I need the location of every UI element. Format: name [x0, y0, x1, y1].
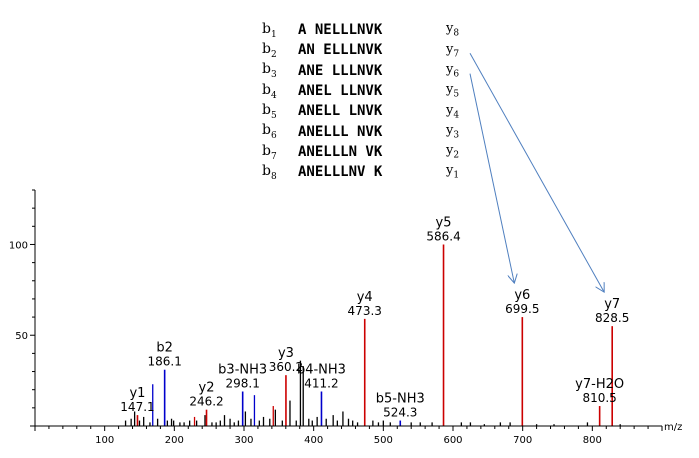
fragment-row: b1 A NELLLNVK y8	[262, 20, 459, 40]
peak-mz-label: 524.3	[383, 406, 417, 420]
peak-mz-label: 411.2	[304, 377, 338, 391]
peak-mz-label: 699.5	[505, 302, 539, 316]
peak-ion-label: y1	[129, 386, 145, 401]
peak-mz-label: 810.5	[582, 391, 616, 405]
y-ion-label: y8	[446, 21, 460, 39]
fragment-row: b5 ANELL LNVK y4	[262, 101, 459, 121]
peptide-sequence: ANEL LLNVK	[298, 83, 383, 100]
fragment-row: b8 ANELLLNV K y1	[262, 162, 459, 182]
x-axis-label: m/z	[664, 422, 682, 433]
peak-mz-label: 246.2	[189, 395, 223, 409]
peak-ion-label: b2	[156, 341, 173, 356]
fragment-row: b7 ANELLLN VK y2	[262, 142, 459, 162]
fragment-row: b3 ANE LLLNVK y6	[262, 61, 459, 81]
peak-ion-label: b5-NH3	[376, 392, 425, 407]
fragment-row: b2 AN ELLLNVK y7	[262, 40, 459, 60]
b-ion-label: b2	[262, 41, 277, 60]
peak-ion-label: y6	[514, 288, 530, 303]
peak-ion-label: b3-NH3	[218, 363, 267, 378]
y-tick-label: 50	[15, 331, 28, 342]
x-tick-label: 400	[304, 435, 323, 446]
x-tick-label: 800	[583, 435, 602, 446]
peptide-sequence: A NELLLNVK	[298, 22, 383, 39]
peak-mz-label: 360.2	[269, 360, 303, 374]
peak-ion-label: y5	[436, 215, 452, 230]
b-ion-label: b6	[262, 122, 277, 142]
y-ion-label: y5	[446, 82, 460, 100]
b-ion-label: b8	[262, 162, 277, 182]
fragment-ladder: b1 A NELLLNVK y8 b2 AN ELLLNVK y7 b3 ANE LLLNVK…	[262, 20, 459, 182]
y-ion-label: y7	[446, 41, 460, 60]
peak-ion-label: y4	[357, 290, 373, 305]
b-ion-label: b4	[262, 81, 277, 101]
fragment-row: b6 ANELLL NVK y3	[262, 121, 459, 141]
peak-mz-label: 473.3	[348, 304, 382, 318]
peak-mz-label: 186.1	[147, 355, 181, 369]
peak-mz-label: 147.1	[120, 400, 154, 414]
peptide-sequence: AN ELLLNVK	[298, 42, 383, 59]
b-ion-label: b5	[262, 101, 277, 121]
y-tick-label: 100	[9, 240, 28, 251]
peptide-sequence: ANE LLLNVK	[298, 62, 383, 79]
peptide-sequence: ANELLLNV K	[298, 164, 383, 181]
peak-ion-label: y7-H2O	[575, 377, 624, 392]
peptide-sequence: ANELL LNVK	[298, 103, 383, 120]
x-tick-label: 600	[443, 435, 462, 446]
y-ion-label: y2	[446, 143, 460, 161]
peak-mz-label: 298.1	[225, 377, 259, 391]
annotation-arrow-y6	[469, 73, 514, 283]
y-ion-label: y6	[446, 61, 460, 80]
b-ion-label: b1	[262, 20, 277, 40]
annotation-arrow-y7	[469, 53, 604, 292]
b-ion-label: b3	[262, 61, 277, 81]
x-tick-label: 300	[234, 435, 253, 446]
peak-mz-label: 586.4	[426, 229, 460, 243]
y-ion-label: y3	[446, 122, 460, 141]
y-ion-label: y1	[446, 163, 460, 182]
peptide-sequence: ANELLL NVK	[298, 123, 383, 140]
peak-ion-label: b4-NH3	[297, 363, 346, 378]
fragment-row: b4 ANEL LLNVK y5	[262, 81, 459, 101]
x-tick-label: 100	[95, 435, 114, 446]
y-ion-label: y4	[446, 102, 460, 121]
peak-ion-label: y7	[604, 297, 620, 312]
b-ion-label: b7	[262, 142, 277, 162]
x-tick-label: 200	[165, 435, 184, 446]
peptide-sequence: ANELLLN VK	[298, 143, 383, 160]
x-tick-label: 700	[513, 435, 532, 446]
x-tick-label: 500	[374, 435, 393, 446]
peak-ion-label: y3	[278, 346, 294, 361]
peak-ion-label: y2	[199, 381, 215, 396]
peak-mz-label: 828.5	[595, 311, 629, 325]
